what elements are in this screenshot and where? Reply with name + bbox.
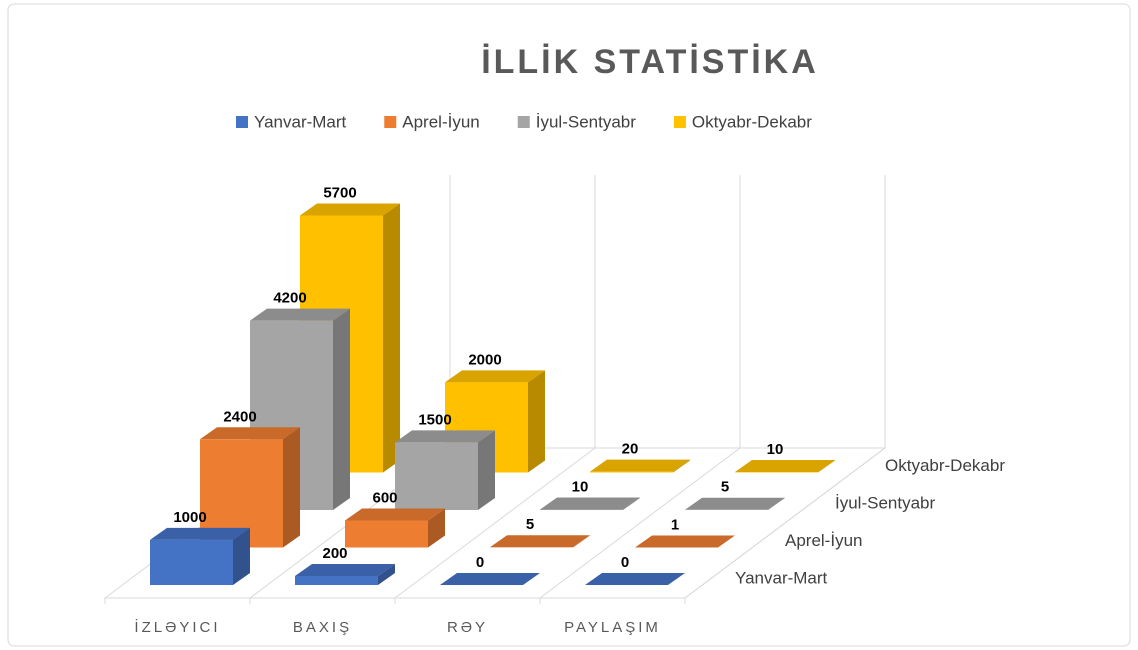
series-axis-label: Oktyabr-Dekabr: [885, 456, 1005, 475]
legend-swatch: [517, 116, 530, 128]
bar-top: [440, 573, 540, 585]
bar-front: [590, 471, 673, 473]
bar-top: [445, 370, 545, 383]
bar-side: [428, 508, 445, 548]
bar: [150, 527, 250, 585]
data-label: 5: [721, 479, 729, 496]
bar-side: [718, 535, 735, 548]
series-axis-label: Yanvar-Mart: [735, 569, 828, 588]
data-label: 0: [476, 554, 484, 571]
bar-top: [490, 535, 590, 548]
data-label: 1500: [418, 411, 451, 428]
series-axis-label: Aprel-İyun: [785, 531, 862, 550]
bar-side: [528, 370, 545, 473]
chart-title: İLLİK STATİSTİKA: [481, 43, 819, 81]
legend-label: Aprel-İyun: [402, 112, 479, 131]
legend-swatch: [673, 116, 686, 128]
floor-line: [394, 447, 596, 599]
bar-front: [345, 520, 428, 548]
bar-side: [573, 535, 590, 548]
data-label: 10: [572, 479, 589, 496]
data-label: 5: [526, 516, 534, 533]
bar: [440, 573, 540, 585]
bar-side: [383, 203, 400, 473]
bar-side: [623, 497, 640, 510]
bar-top: [540, 497, 640, 510]
bar-top: [295, 563, 395, 576]
bar: [735, 460, 835, 473]
bar-top: [585, 573, 685, 585]
legend-label: Oktyabr-Dekabr: [692, 112, 812, 131]
bar-top: [300, 203, 400, 216]
legend-label: Yanvar-Mart: [254, 112, 347, 131]
bar: [585, 573, 685, 585]
legend-swatch: [236, 116, 248, 128]
bar: [540, 497, 640, 510]
bar-top: [685, 497, 785, 510]
data-label: 5700: [323, 184, 356, 201]
bar: [295, 563, 395, 585]
bar-top: [395, 430, 495, 443]
data-label: 20: [622, 441, 639, 458]
bar-front: [395, 442, 478, 510]
data-label: 2000: [468, 351, 501, 368]
bar-side: [478, 430, 495, 510]
bar: [345, 508, 445, 548]
bar-top: [345, 508, 445, 521]
data-label: 2400: [223, 408, 256, 425]
bar-top: [635, 535, 735, 548]
bar-side: [378, 563, 395, 585]
floor-line: [539, 447, 741, 599]
x-tick-label: BAXIŞ: [293, 619, 352, 636]
bar-side: [233, 527, 250, 585]
bar-side: [673, 459, 690, 473]
data-label: 0: [621, 554, 629, 571]
x-tick-label: RƏY: [447, 619, 488, 636]
bar-top: [590, 459, 690, 472]
bar: [590, 459, 690, 473]
legend-label: İyul-Sentyabr: [536, 112, 636, 131]
bar-front: [295, 575, 378, 585]
x-tick-label: İZLƏYICI: [134, 618, 220, 636]
bar-top: [735, 460, 835, 473]
bar: [395, 430, 495, 510]
bar-side: [768, 497, 785, 510]
bar-top: [150, 527, 250, 540]
data-label: 1: [671, 516, 679, 533]
floor-line: [684, 447, 886, 599]
bar-top: [200, 427, 300, 440]
bar-side: [818, 460, 835, 473]
bar-front: [150, 539, 233, 585]
bar: [635, 535, 735, 548]
legend-swatch: [384, 116, 397, 128]
data-label: 10: [767, 441, 784, 458]
data-label: 200: [322, 545, 347, 562]
bar: [685, 497, 785, 510]
data-label: 1000: [173, 509, 206, 526]
x-tick-label: PAYLAŞIM: [564, 619, 661, 636]
series-axis-label: İyul-Sentyabr: [835, 494, 935, 513]
bar-side: [283, 427, 300, 548]
bar-top: [250, 308, 350, 321]
data-label: 4200: [273, 290, 306, 307]
data-label: 600: [372, 489, 397, 506]
bar: [490, 535, 590, 548]
bar-side: [333, 308, 350, 510]
